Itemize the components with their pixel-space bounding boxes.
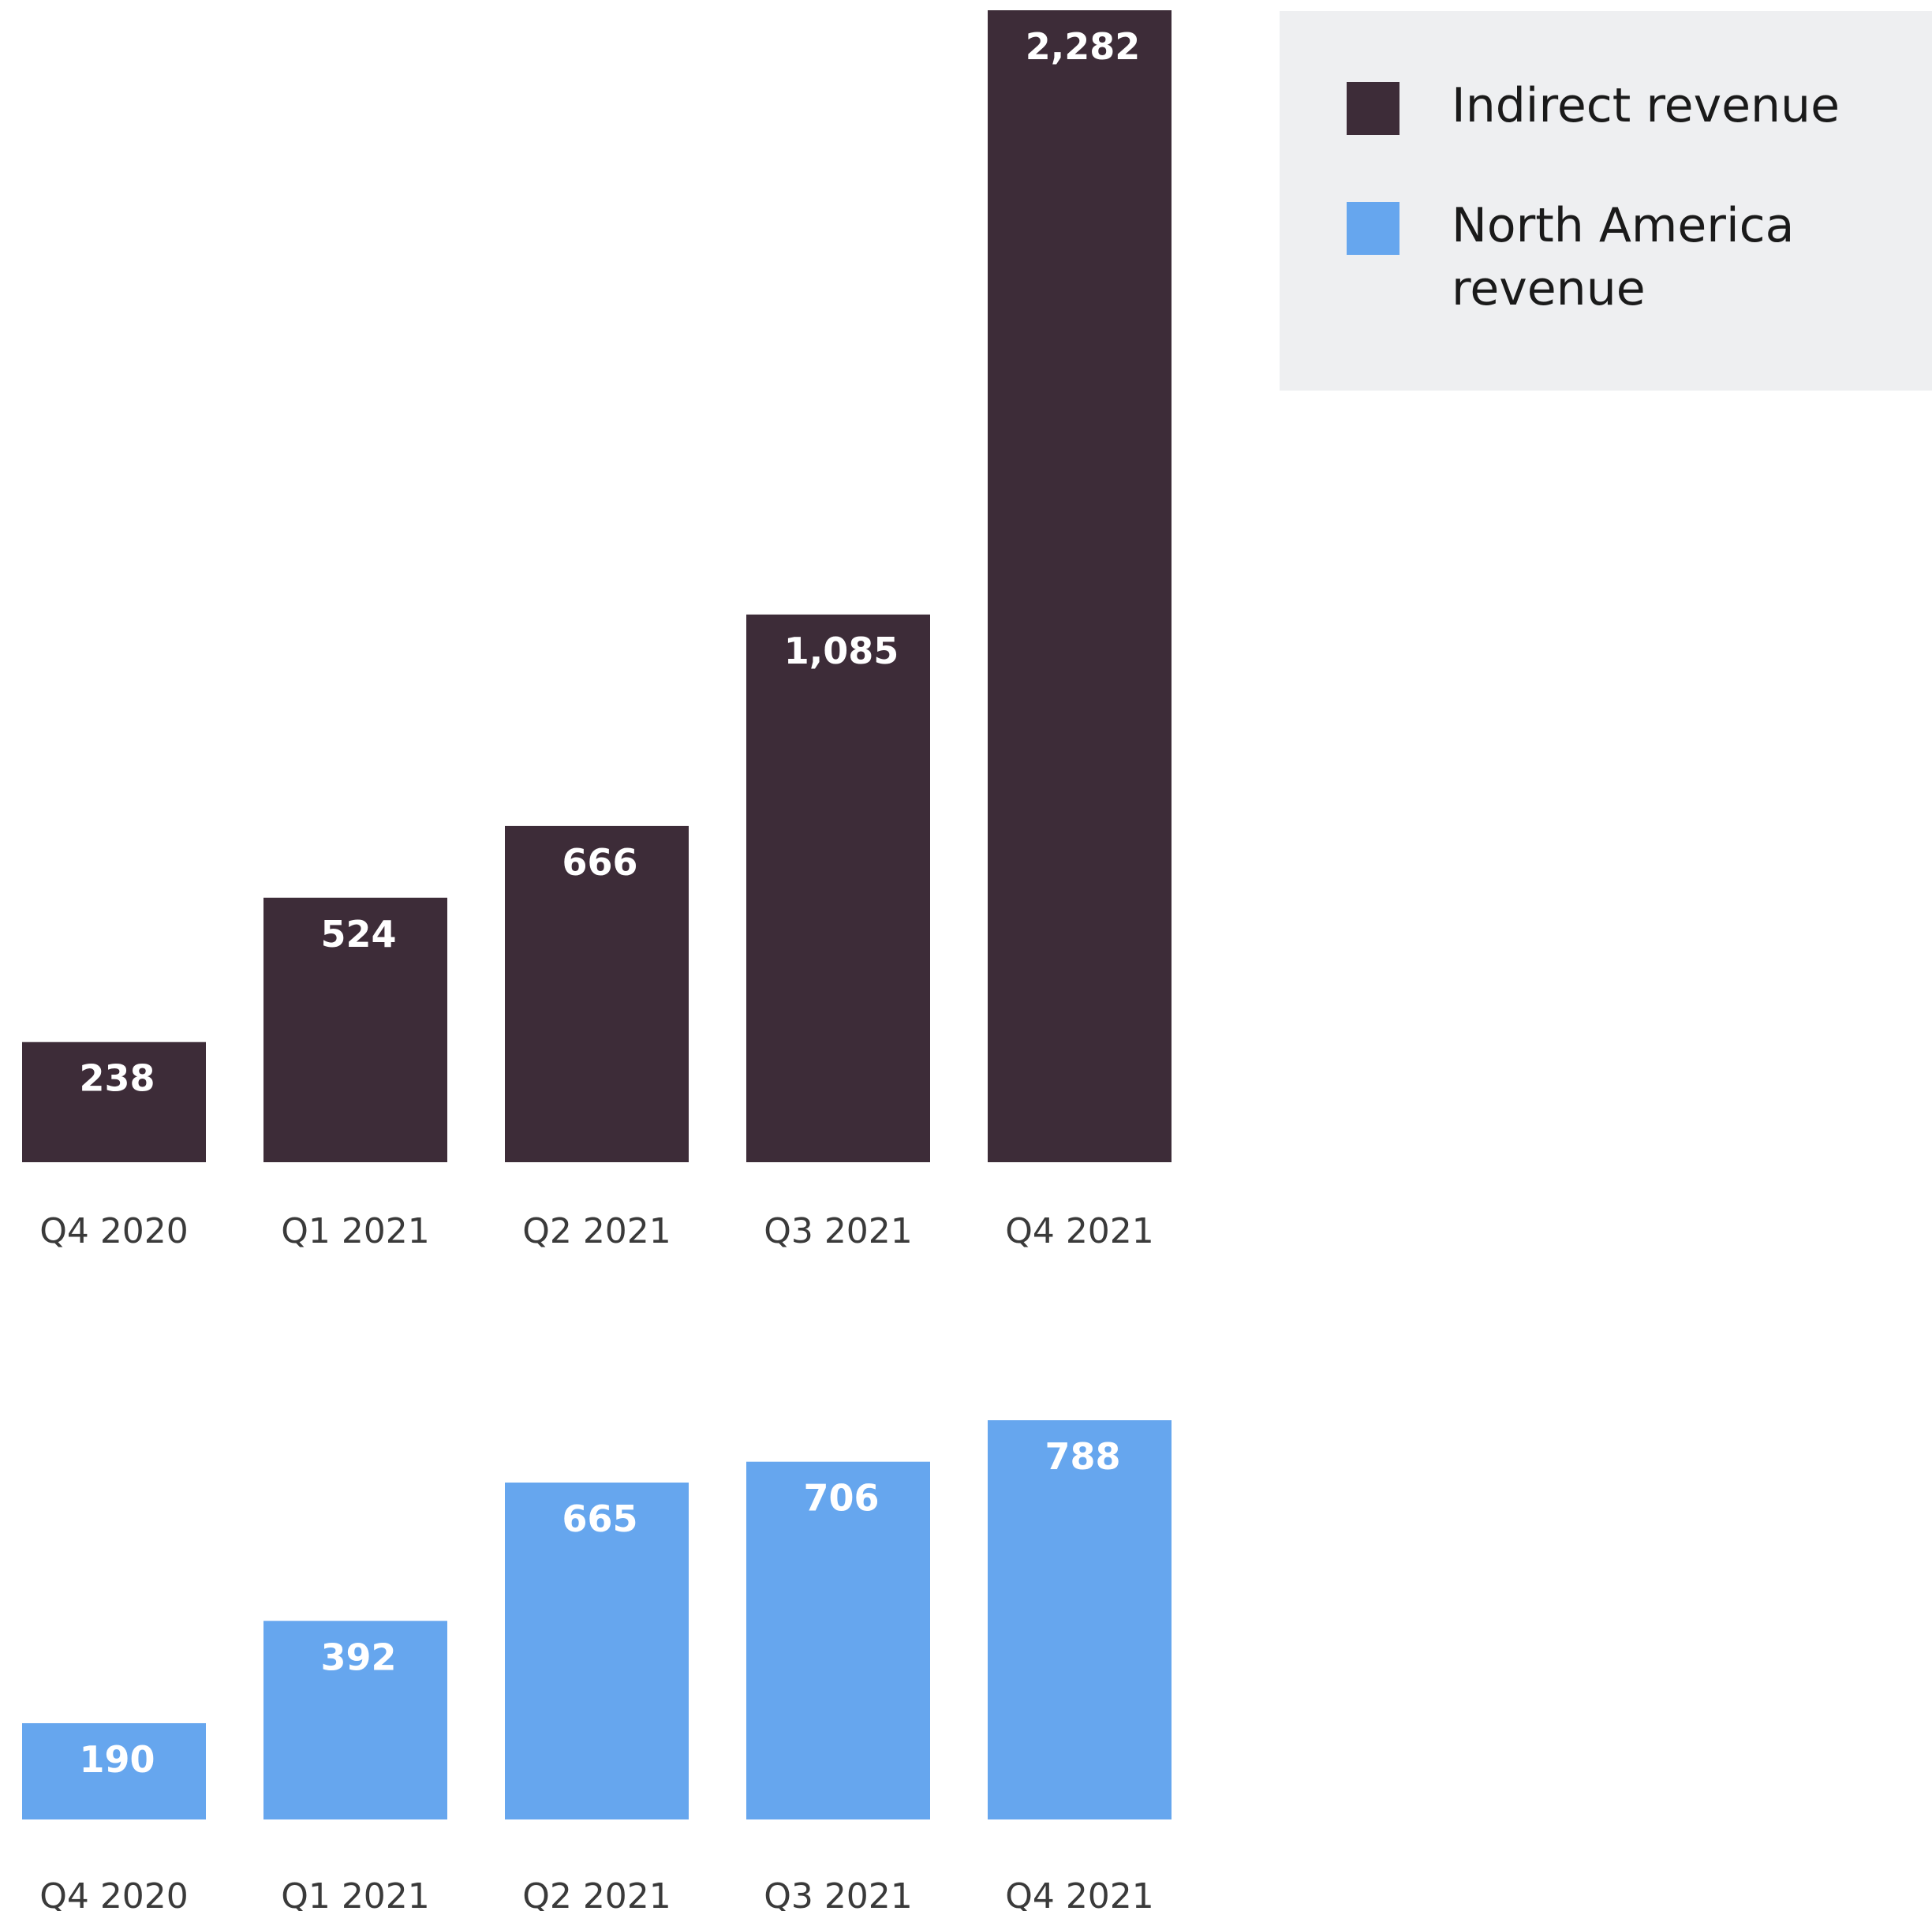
x-tick-label-indirect-3: Q2 2021 <box>522 1211 671 1251</box>
x-tick-label-indirect-1: Q4 2020 <box>39 1211 189 1251</box>
bar-indirect-1 <box>22 1042 206 1162</box>
bar-value-label-north-america-3: 665 <box>562 1498 637 1540</box>
x-tick-label-indirect-5: Q4 2021 <box>1005 1211 1154 1251</box>
bar-north-america-4 <box>746 1461 930 1819</box>
bar-value-label-indirect-3: 666 <box>562 841 637 884</box>
bar-north-america-5 <box>988 1420 1172 1819</box>
bar-indirect-4 <box>746 614 930 1162</box>
chart-panel-indirect: 238 Q4 2020 524 Q1 2021 666 Q2 2021 1,085 Q3 20… <box>22 10 1172 1251</box>
bar-value-label-north-america-1: 190 <box>79 1738 155 1781</box>
legend-label-indirect: Indirect revenue <box>1452 78 1840 133</box>
legend-swatch-north-america <box>1347 202 1399 255</box>
x-tick-label-indirect-4: Q3 2021 <box>764 1211 913 1251</box>
legend-label-north-america: North America revenue <box>1452 198 1795 316</box>
bar-indirect-2 <box>263 897 447 1162</box>
bar-value-label-north-america-2: 392 <box>320 1636 396 1678</box>
legend-swatch-indirect <box>1347 82 1399 135</box>
bar-value-label-indirect-2: 524 <box>320 913 396 956</box>
bar-value-label-indirect-4: 1,085 <box>784 630 899 672</box>
x-tick-label-indirect-2: Q1 2021 <box>281 1211 430 1251</box>
bar-value-label-indirect-1: 238 <box>79 1057 155 1100</box>
x-tick-label-north-america-2: Q1 2021 <box>281 1876 430 1911</box>
bar-value-label-indirect-5: 2,282 <box>1026 25 1141 68</box>
bar-value-label-north-america-5: 788 <box>1044 1435 1120 1478</box>
bar-north-america-2 <box>263 1621 447 1819</box>
x-tick-label-north-america-3: Q2 2021 <box>522 1876 671 1911</box>
legend: Indirect revenue North America revenue <box>1280 11 1932 391</box>
x-tick-label-north-america-1: Q4 2020 <box>39 1876 189 1911</box>
bar-north-america-3 <box>505 1482 689 1819</box>
bar-north-america-1 <box>22 1722 206 1819</box>
bar-indirect-3 <box>505 825 689 1162</box>
bar-value-label-north-america-4: 706 <box>803 1477 879 1520</box>
x-tick-label-north-america-4: Q3 2021 <box>764 1876 913 1911</box>
bar-indirect-5 <box>988 10 1172 1162</box>
chart-panel-north-america: 190 Q4 2020 392 Q1 2021 665 Q2 2021 706 Q3 2021… <box>22 1420 1172 1911</box>
x-tick-label-north-america-5: Q4 2021 <box>1005 1876 1154 1911</box>
